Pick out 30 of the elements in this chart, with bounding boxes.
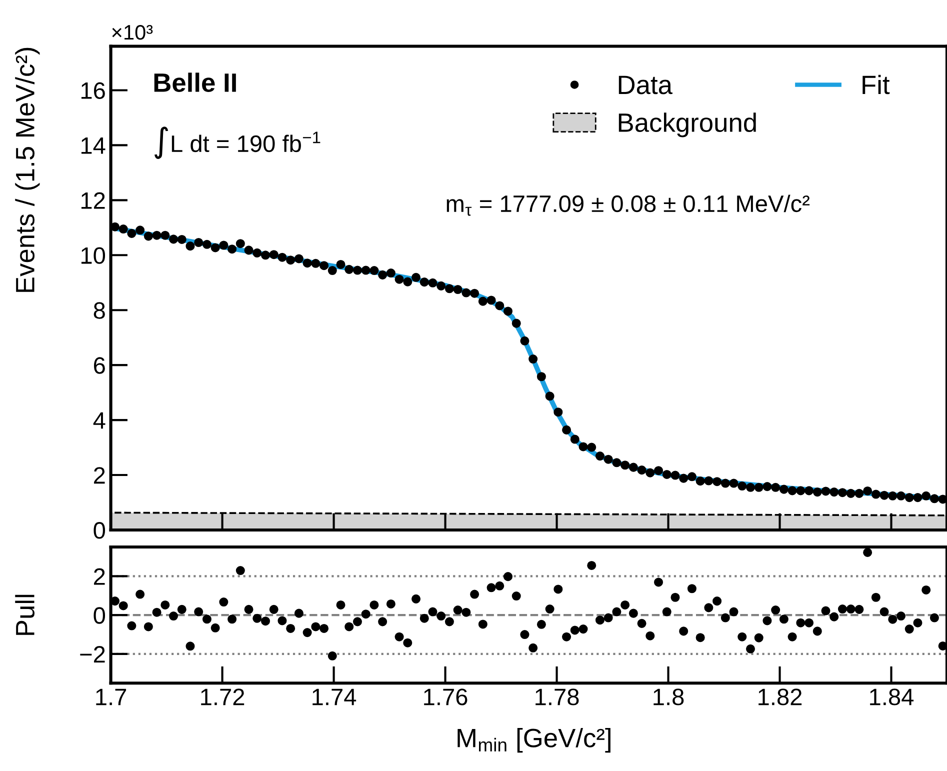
x-tick-label: 1.72 xyxy=(201,688,244,706)
annotation: Belle II xyxy=(154,72,236,92)
x-tick-label: 1.76 xyxy=(424,688,468,706)
y-tick-label: 2 xyxy=(94,568,105,585)
y-tick-label: 0 xyxy=(94,522,106,539)
text: ×10³ xyxy=(112,24,153,40)
y-tick-label: 12 xyxy=(81,192,105,209)
annotation: ∫L dt = 190 fb$^{−1}$ xyxy=(154,126,320,159)
y-tick-label: 6 xyxy=(94,357,105,374)
y-tick-label: 2 xyxy=(94,467,105,484)
x-tick-label: 1.78 xyxy=(536,688,579,706)
y-tick-label: 0 xyxy=(94,607,106,624)
y-tick-label: 14 xyxy=(81,138,106,154)
x-tick-label: 1.84 xyxy=(870,688,914,706)
y-tick-label: 16 xyxy=(81,82,105,100)
legend-label: Fit xyxy=(862,74,890,94)
x-tick-label: 1.7 xyxy=(96,688,126,706)
legend-label: Background xyxy=(618,112,756,138)
annotation: m$_{τ}$ = 1777.09 ± 0.08 ± 0.11 MeV/c² xyxy=(446,194,810,216)
y-tick-label: 8 xyxy=(94,302,105,319)
y-axis-title: Pull xyxy=(15,594,35,635)
x-tick-label: 1.74 xyxy=(312,688,356,706)
y-tick-label: 10 xyxy=(81,247,106,264)
x-axis-title: M$_{min}$ [GeV/c²] xyxy=(458,728,610,753)
x-tick-label: 1.8 xyxy=(654,688,684,706)
legend-label: Data xyxy=(618,76,672,94)
y-axis-title: Events / (1.5 MeV/c²) xyxy=(15,48,40,292)
y-tick-label: 4 xyxy=(93,412,106,429)
y-tick-label: −2 xyxy=(80,646,105,662)
x-tick-label: 1.82 xyxy=(758,688,802,706)
